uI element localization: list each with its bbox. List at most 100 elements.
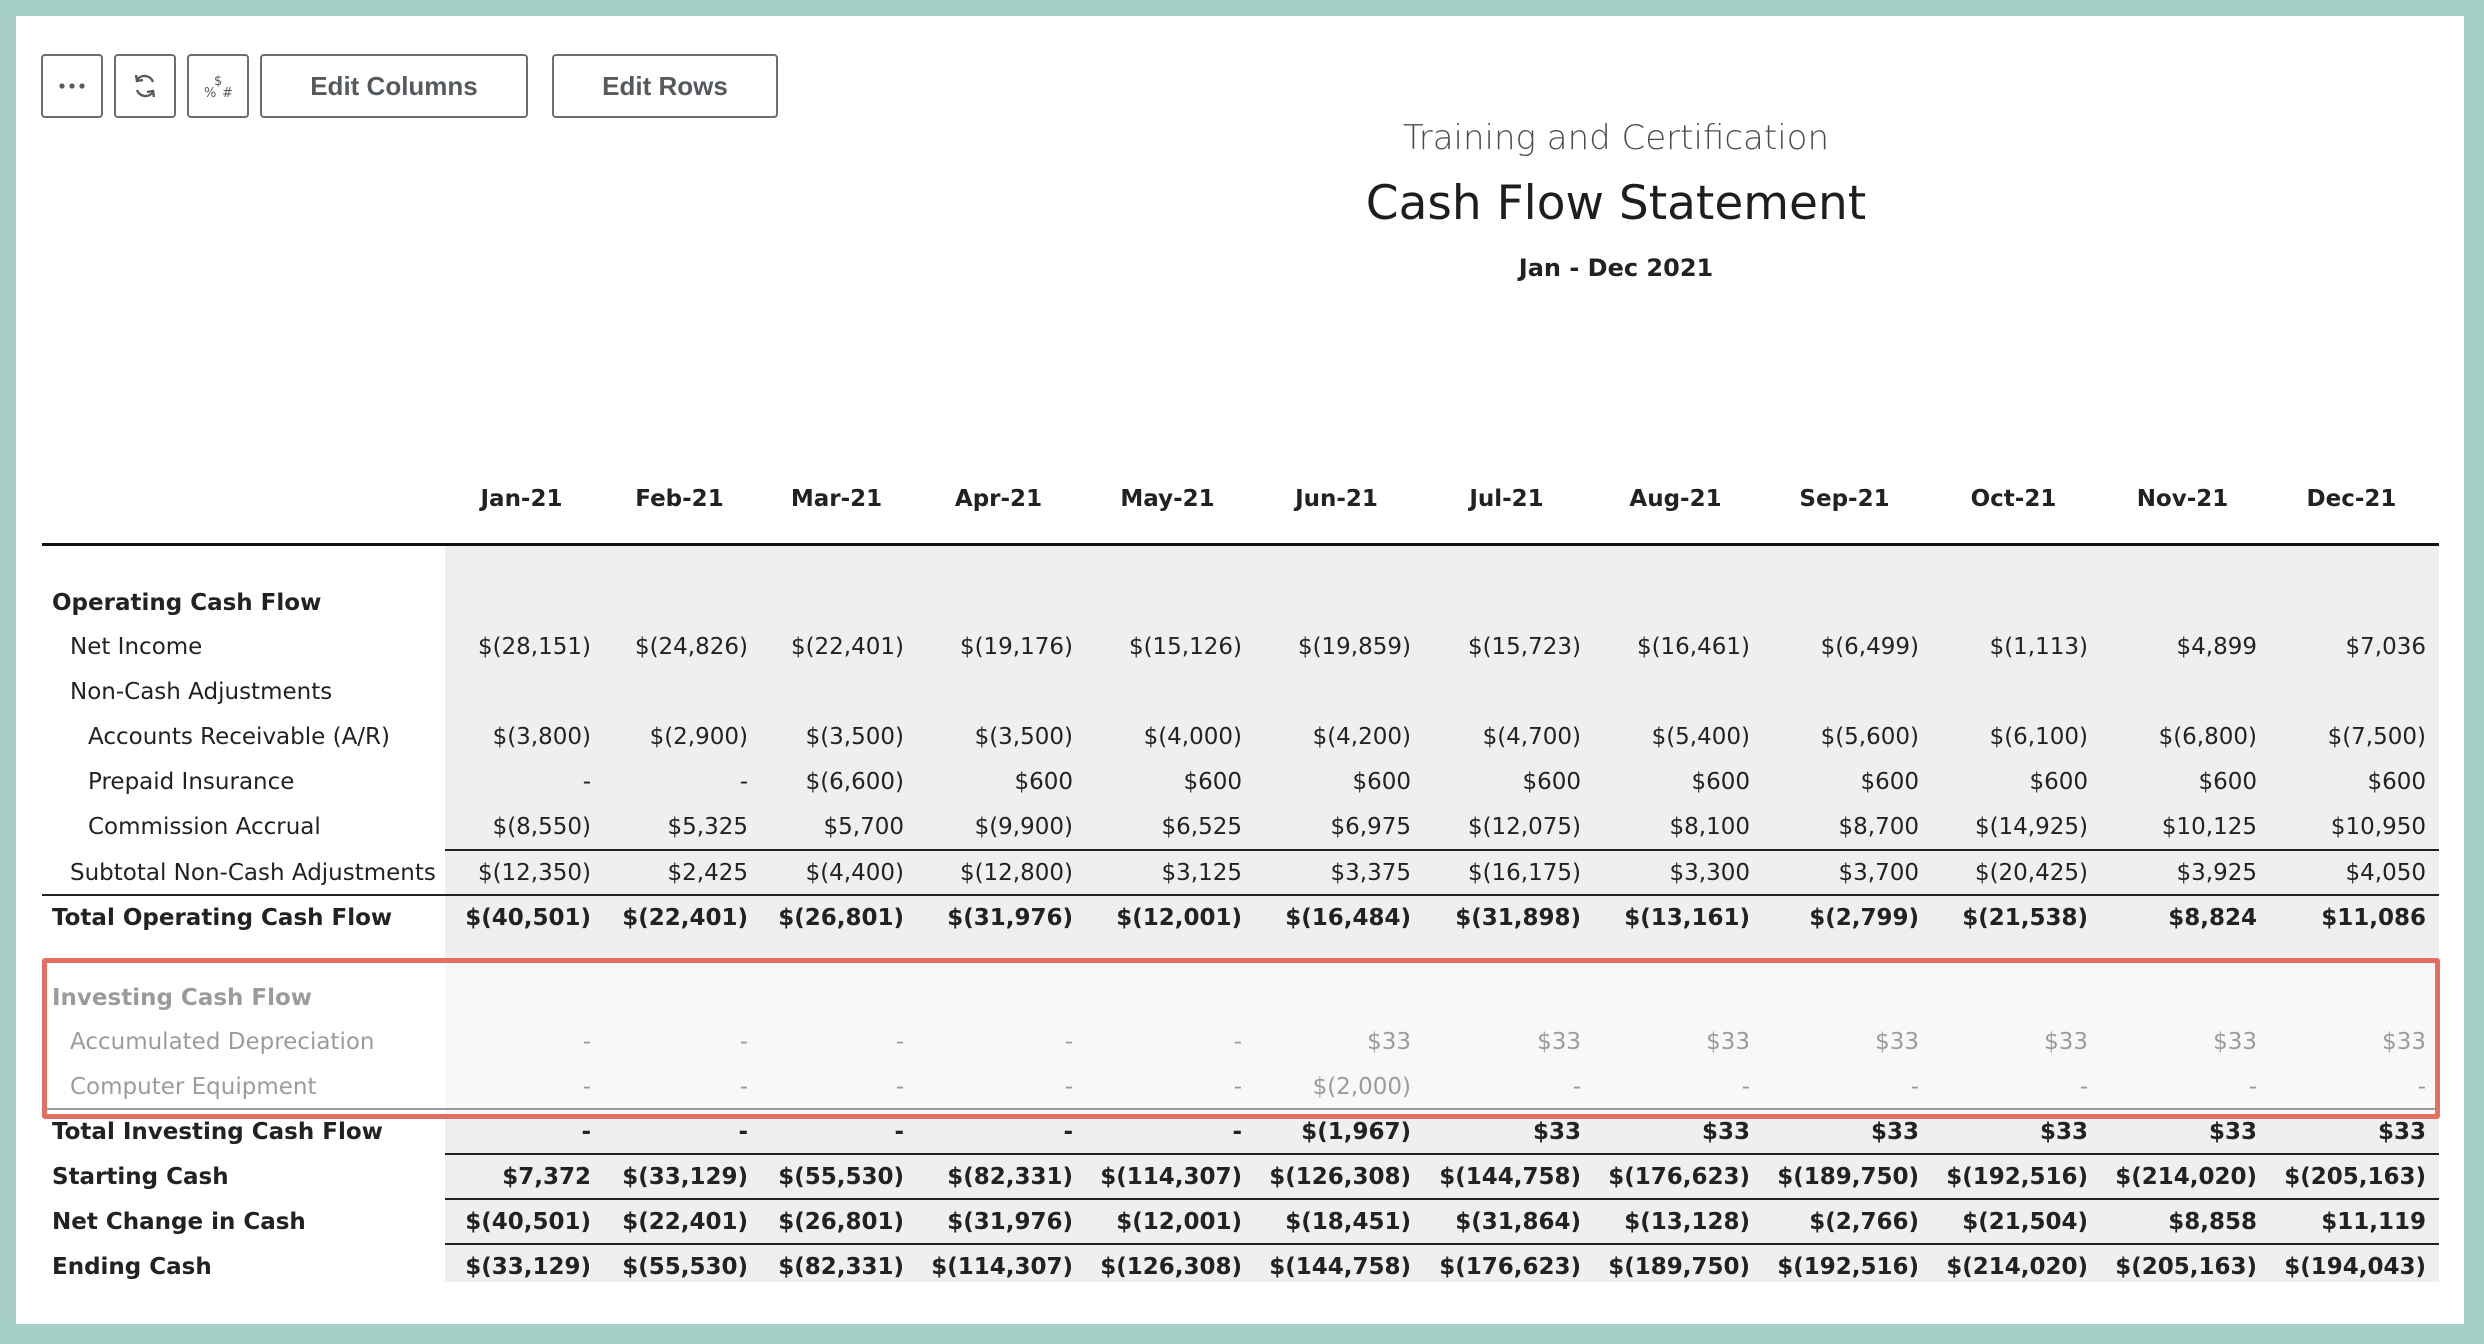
table-cell: - <box>894 1119 904 1145</box>
table-cell: $600 <box>1014 769 1073 795</box>
table-cell: $2,425 <box>667 860 748 886</box>
row-label: Subtotal Non-Cash Adjustments <box>70 860 436 886</box>
table-cell: $3,300 <box>1669 860 1750 886</box>
table-row: Non-Cash Adjustments <box>16 670 2464 715</box>
table-cell: $3,700 <box>1838 860 1919 886</box>
table-cell: $(7,500) <box>2327 724 2426 750</box>
table-cell: $33 <box>1532 1119 1581 1145</box>
column-header: Jun-21 <box>1295 486 1378 512</box>
table-cell: $(205,163) <box>2115 1254 2257 1280</box>
table-cell: $11,119 <box>2321 1209 2426 1235</box>
number-format-button[interactable]: % $ # <box>187 54 249 118</box>
more-options-button[interactable] <box>41 54 103 118</box>
table-cell: $(12,350) <box>477 860 591 886</box>
table-cell: $(2,900) <box>649 724 748 750</box>
number-format-icon: % $ # <box>204 74 233 101</box>
column-header: Nov-21 <box>2136 486 2229 512</box>
table-row: Total Operating Cash Flow $(40,501) $(22,4… <box>16 894 2464 941</box>
table-cell: $7,036 <box>2345 634 2426 660</box>
table-cell: $(4,000) <box>1143 724 1242 750</box>
table-row: Operating Cash Flow <box>16 581 2464 626</box>
refresh-icon <box>134 74 156 98</box>
refresh-button[interactable] <box>114 54 176 118</box>
table-cell: $(214,020) <box>2115 1164 2257 1190</box>
table-cell: $(19,859) <box>1297 634 1411 660</box>
edit-columns-button[interactable]: Edit Columns <box>260 54 528 118</box>
header-divider <box>42 543 2439 546</box>
table-row: Subtotal Non-Cash Adjustments $(12,350) $2… <box>16 849 2464 896</box>
table-cell: $(5,600) <box>1820 724 1919 750</box>
table-row: Ending Cash $(33,129) $(55,530) $(82,331) $(… <box>16 1243 2464 1290</box>
column-header: Aug-21 <box>1629 486 1722 512</box>
table-cell: $600 <box>1352 769 1411 795</box>
table-cell: $(13,128) <box>1624 1209 1750 1235</box>
column-header: Mar-21 <box>790 486 883 512</box>
table-cell: $(12,075) <box>1467 814 1581 840</box>
row-label: Commission Accrual <box>88 814 321 840</box>
table-cell: $(16,175) <box>1467 860 1581 886</box>
table-cell: $(21,538) <box>1962 905 2088 931</box>
edit-rows-button[interactable]: Edit Rows <box>552 54 778 118</box>
row-label: Net Change in Cash <box>52 1209 306 1235</box>
table-cell: $(176,623) <box>1608 1164 1750 1190</box>
table-cell: $(31,864) <box>1455 1209 1581 1235</box>
table-cell: $(144,758) <box>1269 1254 1411 1280</box>
table-cell: $11,086 <box>2321 905 2426 931</box>
table-cell: $(4,200) <box>1312 724 1411 750</box>
table-cell: $(22,401) <box>622 905 748 931</box>
table-cell: $(26,801) <box>778 1209 904 1235</box>
table-cell: $(33,129) <box>622 1164 748 1190</box>
table-cell: $6,525 <box>1161 814 1242 840</box>
table-cell: $(19,176) <box>959 634 1073 660</box>
report-panel: % $ # Edit Columns Edit Rows Training an… <box>16 16 2464 1324</box>
table-cell: $(55,530) <box>622 1254 748 1280</box>
table-cell: $(189,750) <box>1608 1254 1750 1280</box>
column-header: Oct-21 <box>1970 486 2057 512</box>
table-cell: - <box>582 769 591 795</box>
table-cell: - <box>581 1119 591 1145</box>
svg-text:%: % <box>204 86 216 101</box>
table-cell: $(18,451) <box>1285 1209 1411 1235</box>
table-cell: $3,125 <box>1161 860 1242 886</box>
row-divider <box>445 849 2439 851</box>
table-row: Prepaid Insurance - - $(6,600) $600 $600 $600 $… <box>16 760 2464 805</box>
table-row: Total Investing Cash Flow - - - - - $(1,967) $3… <box>16 1108 2464 1155</box>
table-cell: $(40,501) <box>465 905 591 931</box>
table-cell: $(22,401) <box>790 634 904 660</box>
table-cell: $33 <box>1701 1119 1750 1145</box>
table-cell: $(28,151) <box>477 634 591 660</box>
table-cell: $5,700 <box>823 814 904 840</box>
report-period: Jan - Dec 2021 <box>1518 254 1714 282</box>
table-cell: $(192,516) <box>1777 1254 1919 1280</box>
table-cell: $(126,308) <box>1269 1164 1411 1190</box>
table-cell: $6,975 <box>1330 814 1411 840</box>
row-label: Prepaid Insurance <box>88 769 295 795</box>
table-cell: $600 <box>1860 769 1919 795</box>
table-cell: $(4,400) <box>805 860 904 886</box>
table-cell: $(1,967) <box>1301 1119 1411 1145</box>
table-cell: $(16,461) <box>1636 634 1750 660</box>
table-cell: $(205,163) <box>2284 1164 2426 1190</box>
table-cell: $(12,800) <box>959 860 1073 886</box>
table-cell: $33 <box>2377 1119 2426 1145</box>
column-header: May-21 <box>1120 486 1215 512</box>
table-cell: $5,325 <box>667 814 748 840</box>
table-cell: $(4,700) <box>1482 724 1581 750</box>
table-cell: $(33,129) <box>465 1254 591 1280</box>
row-label: Non-Cash Adjustments <box>70 679 333 705</box>
table-cell: $(194,043) <box>2284 1254 2426 1280</box>
table-cell: $(15,126) <box>1128 634 1242 660</box>
table-cell: $(12,001) <box>1116 1209 1242 1235</box>
report-title: Cash Flow Statement <box>1365 176 1867 231</box>
table-cell: $4,050 <box>2345 860 2426 886</box>
table-cell: $(6,499) <box>1820 634 1919 660</box>
row-label: Total Investing Cash Flow <box>52 1119 383 1145</box>
column-header: Sep-21 <box>1799 486 1890 512</box>
table-cell: $33 <box>2039 1119 2088 1145</box>
table-cell: $8,700 <box>1838 814 1919 840</box>
column-header: Feb-21 <box>635 486 724 512</box>
table-cell: $(8,550) <box>492 814 591 840</box>
table-cell: $(6,100) <box>1989 724 2088 750</box>
row-label: Accounts Receivable (A/R) <box>88 724 391 750</box>
table-cell: $(126,308) <box>1100 1254 1242 1280</box>
